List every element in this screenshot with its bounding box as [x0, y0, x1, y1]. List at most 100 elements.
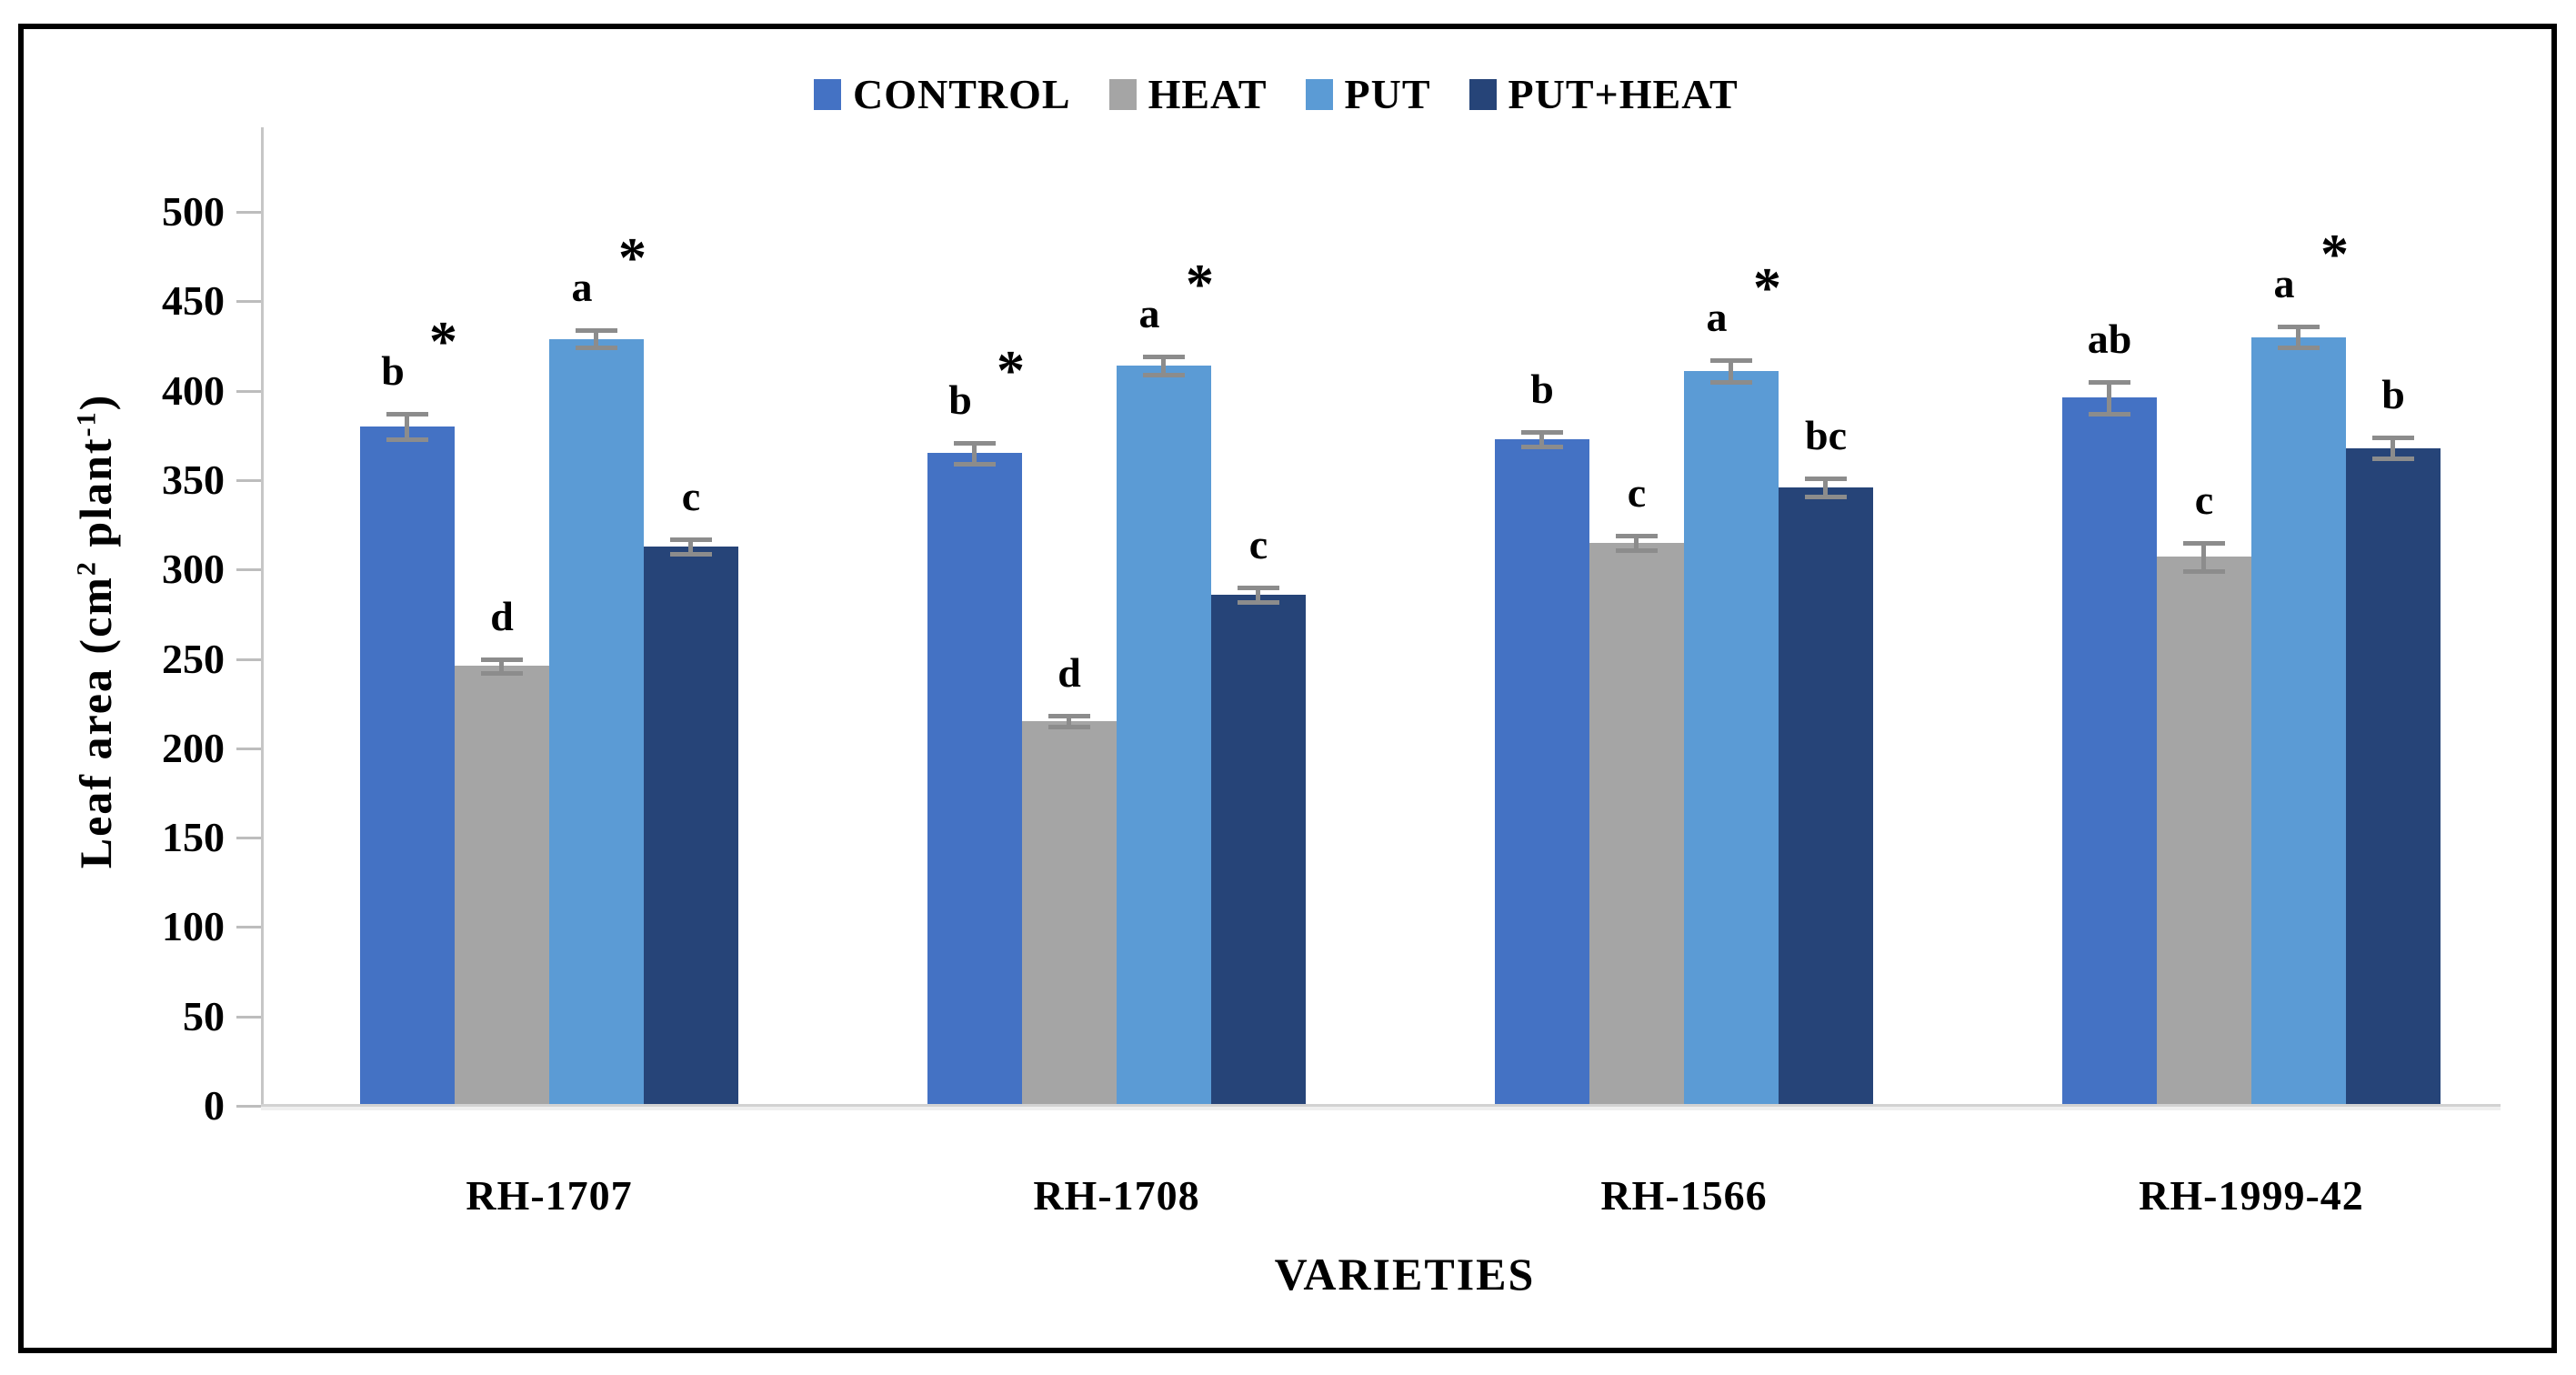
error-bar-cap-top [2278, 324, 2320, 329]
error-bar-cap-bottom [2372, 457, 2414, 462]
bar-control-rh-1708 [927, 453, 1022, 1104]
y-tick-mark [236, 211, 261, 214]
error-bar-cap-top [1710, 358, 1752, 364]
y-tick-mark [236, 1015, 261, 1019]
significance-letter: ab [2087, 315, 2132, 362]
error-bar-stem [405, 414, 409, 439]
error-bar-cap-top [386, 412, 428, 417]
significance-asterisk: * [2320, 223, 2349, 286]
bar-control-rh-1566 [1495, 438, 1589, 1104]
error-bar-cap-bottom [576, 346, 617, 351]
bar-put+heat-rh-1566 [1779, 487, 1873, 1104]
legend-item-put+heat: PUT+HEAT [1468, 71, 1739, 117]
error-bar-cap-bottom [481, 671, 523, 677]
error-bar-stem [2107, 381, 2111, 415]
error-bar-stem [1823, 477, 1828, 497]
y-axis-title: Leaf area (cm2 plant-1) [70, 393, 121, 869]
y-tick-mark [236, 926, 261, 929]
figure-border [18, 24, 2557, 1353]
error-bar-cap-top [481, 657, 523, 662]
legend-label: HEAT [1148, 71, 1268, 117]
error-bar-cap-top [1805, 476, 1847, 481]
legend-label: PUT+HEAT [1508, 71, 1739, 117]
y-tick-mark [236, 837, 261, 840]
y-axis-line [261, 127, 264, 1108]
error-bar-cap-bottom [1521, 444, 1563, 449]
significance-asterisk: * [618, 226, 647, 289]
error-bar-cap-bottom [954, 462, 996, 467]
significance-letter: bc [1805, 411, 1847, 458]
error-bar-stem [1539, 431, 1544, 447]
error-bar-cap-top [576, 327, 617, 333]
x-axis-line [261, 1104, 2501, 1107]
error-bar-stem [594, 329, 598, 348]
error-bar-cap-bottom [2183, 569, 2225, 575]
legend-item-heat: HEAT [1108, 71, 1268, 117]
x-axis-title: VARIETIES [1274, 1249, 1536, 1300]
error-bar-stem [499, 658, 504, 674]
bar-control-rh-1707 [360, 426, 455, 1104]
y-tick-mark [236, 300, 261, 304]
y-tick-label: 450 [162, 277, 225, 325]
significance-letter: c [681, 472, 701, 519]
significance-letter: b [2381, 370, 2405, 417]
y-tick-mark [236, 1105, 261, 1108]
legend-swatch-icon [1468, 79, 1497, 110]
error-bar-cap-bottom [1143, 372, 1185, 377]
significance-letter: a [1706, 294, 1728, 341]
y-tick-label: 350 [162, 456, 225, 503]
legend-swatch-icon [1305, 79, 1333, 110]
error-bar-cap-bottom [1805, 494, 1847, 499]
error-bar-stem [1161, 356, 1166, 375]
bar-put+heat-rh-1708 [1211, 594, 1306, 1104]
error-bar-cap-top [1521, 429, 1563, 435]
y-tick-label: 200 [162, 724, 225, 771]
error-bar-cap-bottom [670, 551, 712, 557]
error-bar-stem [2296, 326, 2300, 348]
x-category-label-rh-1999-42: RH-1999-42 [2139, 1172, 2364, 1219]
bar-control-rh-1999-42 [2062, 397, 2157, 1104]
error-bar-stem [1067, 716, 1071, 728]
y-tick-label: 500 [162, 188, 225, 235]
error-bar-cap-top [2183, 540, 2225, 546]
bar-put-rh-1999-42 [2251, 336, 2346, 1104]
legend-swatch-icon [1108, 79, 1137, 110]
significance-letter: c [2194, 476, 2214, 523]
y-tick-mark [236, 478, 261, 482]
significance-letter: d [1057, 649, 1081, 697]
y-tick-mark [236, 747, 261, 750]
significance-asterisk: * [1186, 254, 1214, 316]
significance-asterisk: * [997, 339, 1025, 402]
x-category-label-rh-1707: RH-1707 [466, 1172, 633, 1219]
error-bar-cap-bottom [1238, 599, 1279, 605]
y-tick-label: 50 [183, 992, 225, 1039]
bar-put-rh-1708 [1117, 366, 1211, 1104]
legend-swatch-icon [814, 79, 841, 110]
error-bar-cap-top [1048, 714, 1090, 719]
error-bar-stem [2201, 542, 2206, 572]
error-bar-cap-top [954, 440, 996, 446]
error-bar-cap-bottom [386, 437, 428, 442]
y-tick-label: 300 [162, 546, 225, 593]
bar-put+heat-rh-1707 [644, 546, 738, 1104]
bar-heat-rh-1999-42 [2157, 557, 2251, 1104]
significance-letter: d [490, 592, 514, 639]
error-bar-cap-bottom [2278, 346, 2320, 351]
error-bar-cap-top [2089, 379, 2130, 385]
y-tick-label: 100 [162, 903, 225, 950]
bar-heat-rh-1707 [455, 666, 549, 1104]
significance-letter: b [1530, 365, 1554, 412]
bar-heat-rh-1708 [1022, 721, 1117, 1104]
significance-letter: b [948, 376, 972, 423]
legend: CONTROL HEAT PUT PUT+HEAT [814, 71, 1739, 117]
legend-item-control: CONTROL [814, 74, 1071, 115]
y-tick-label: 150 [162, 814, 225, 861]
error-bar-cap-bottom [1616, 547, 1658, 553]
error-bar-cap-top [1238, 585, 1279, 590]
error-bar-cap-bottom [1048, 725, 1090, 730]
error-bar-stem [1256, 587, 1260, 602]
legend-label: PUT [1344, 71, 1431, 117]
error-bar-cap-top [2372, 435, 2414, 440]
significance-asterisk: * [1753, 257, 1781, 320]
